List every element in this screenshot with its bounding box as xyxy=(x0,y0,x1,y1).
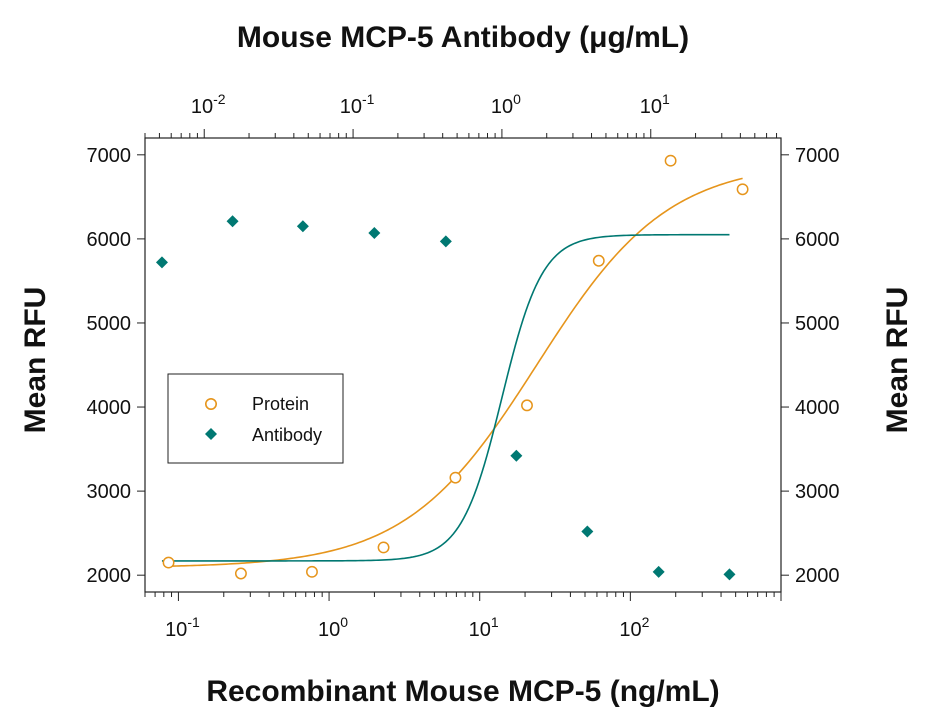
x-axis-title: Recombinant Mouse MCP-5 (ng/mL) xyxy=(206,675,719,708)
x-bottom-tick-label: 101 xyxy=(469,614,499,641)
legend-antibody-marker xyxy=(205,428,217,440)
protein-fit-curve xyxy=(168,177,743,567)
protein-data-point xyxy=(234,567,247,580)
protein-data-point xyxy=(521,399,533,412)
top-axis-title: Mouse MCP-5 Antibody (μg/mL) xyxy=(237,21,689,54)
y-right-tick-label: 6000 xyxy=(795,229,840,251)
y-left-tick-label: 6000 xyxy=(87,229,132,251)
plot-frame xyxy=(144,137,782,593)
y-right-tick-label: 3000 xyxy=(795,481,840,503)
data-points xyxy=(155,154,749,581)
antibody-data-point xyxy=(581,525,594,538)
x-bottom-tick-label: 10-1 xyxy=(165,614,200,641)
antibody-data-point xyxy=(155,256,168,269)
protein-data-point xyxy=(162,556,175,569)
y-axis-title-right: Mean RFU xyxy=(881,287,914,434)
protein-data-point xyxy=(306,565,318,578)
legend-protein-marker xyxy=(205,397,218,410)
x-bottom-tick-label: 102 xyxy=(619,614,649,641)
y-left-tick-label: 5000 xyxy=(87,313,132,335)
protein-data-point xyxy=(736,183,749,196)
fit-curves xyxy=(161,177,743,567)
protein-data-point xyxy=(664,154,677,167)
y-left-tick-label: 2000 xyxy=(87,565,132,587)
antibody-data-point xyxy=(368,227,381,240)
y-left-tick-label: 7000 xyxy=(87,145,132,167)
antibody-data-point xyxy=(226,215,239,228)
protein-data-point xyxy=(592,254,605,267)
y-right-tick-label: 5000 xyxy=(795,313,840,335)
y-right-tick-label: 4000 xyxy=(795,397,840,419)
antibody-fit-curve xyxy=(161,233,730,562)
protein-data-point xyxy=(377,541,390,554)
antibody-data-point xyxy=(296,220,309,233)
legend: Protein Antibody xyxy=(167,373,344,464)
antibody-data-point xyxy=(439,235,452,248)
antibody-data-point xyxy=(652,565,665,578)
legend-protein-label: Protein xyxy=(252,394,309,414)
y-left-tick-label: 4000 xyxy=(87,397,132,419)
x-top-tick-label: 10-1 xyxy=(340,91,375,118)
legend-box xyxy=(167,373,344,464)
y-right-tick-label: 2000 xyxy=(795,565,840,587)
antibody-data-point xyxy=(510,449,523,462)
x-top-tick-label: 100 xyxy=(491,91,521,118)
y-right-tick-label: 7000 xyxy=(795,145,840,167)
protein-data-point xyxy=(449,471,462,484)
x-bottom-tick-label: 100 xyxy=(318,614,348,641)
antibody-data-point xyxy=(723,568,736,581)
x-top-tick-label: 10-2 xyxy=(191,91,226,118)
legend-antibody-label: Antibody xyxy=(252,425,322,445)
x-top-tick-label: 101 xyxy=(640,91,670,118)
y-axis-title-left: Mean RFU xyxy=(19,287,52,434)
axes-layer: 10-1 100 101 102 10-2 10-1 100 101 2000 3000 4000 5… xyxy=(87,91,840,641)
y-left-tick-label: 3000 xyxy=(87,481,132,503)
